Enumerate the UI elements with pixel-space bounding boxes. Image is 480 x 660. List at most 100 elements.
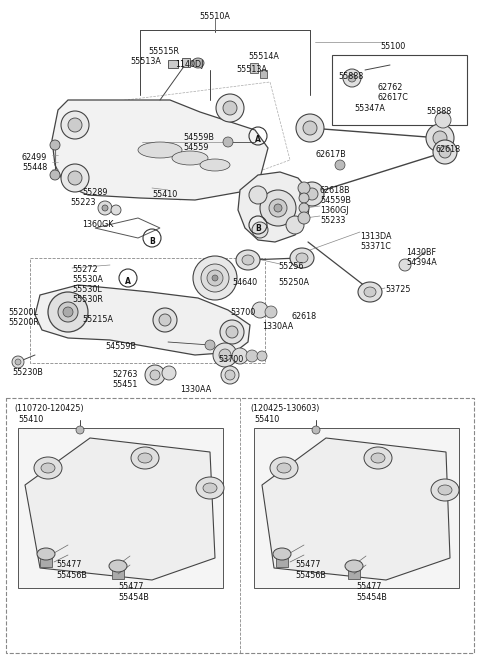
Polygon shape	[262, 438, 450, 580]
Text: 55289: 55289	[82, 188, 108, 197]
Ellipse shape	[343, 69, 361, 87]
Bar	[40, 557, 52, 567]
Text: 55530R: 55530R	[72, 295, 103, 304]
Text: 1140DJ: 1140DJ	[175, 60, 204, 69]
Ellipse shape	[296, 253, 308, 263]
Ellipse shape	[265, 306, 277, 318]
Text: 54559: 54559	[183, 143, 208, 152]
Ellipse shape	[200, 159, 230, 171]
Ellipse shape	[109, 560, 127, 572]
Text: 55530L: 55530L	[72, 285, 102, 294]
Ellipse shape	[246, 350, 258, 362]
Ellipse shape	[37, 548, 55, 560]
Ellipse shape	[364, 287, 376, 297]
Text: 55477: 55477	[356, 582, 382, 591]
Bar	[250, 63, 258, 73]
Ellipse shape	[399, 259, 411, 271]
Ellipse shape	[150, 370, 160, 380]
Text: 54559B: 54559B	[183, 133, 214, 142]
Ellipse shape	[300, 182, 324, 206]
Text: 55448: 55448	[22, 163, 47, 172]
Text: 55477: 55477	[118, 582, 144, 591]
Text: 55513A: 55513A	[130, 57, 161, 66]
Ellipse shape	[102, 205, 108, 211]
Text: 55888: 55888	[426, 107, 451, 116]
Ellipse shape	[426, 124, 454, 152]
Text: 62617B: 62617B	[316, 150, 347, 159]
Text: B: B	[149, 237, 155, 246]
Text: 62618B: 62618B	[320, 186, 350, 195]
Ellipse shape	[111, 205, 121, 215]
Ellipse shape	[225, 370, 235, 380]
Text: 53725: 53725	[385, 285, 410, 294]
Ellipse shape	[433, 140, 457, 164]
Bar	[168, 60, 178, 68]
Text: (110720-120425): (110720-120425)	[14, 404, 84, 413]
Text: 55250A: 55250A	[278, 278, 309, 287]
Text: 55510A: 55510A	[200, 12, 230, 21]
Ellipse shape	[138, 453, 152, 463]
Ellipse shape	[220, 320, 244, 344]
Text: 55477: 55477	[295, 560, 321, 569]
Ellipse shape	[242, 255, 254, 265]
Ellipse shape	[364, 447, 392, 469]
Bar	[254, 428, 459, 588]
Text: 55454B: 55454B	[118, 593, 149, 602]
Ellipse shape	[296, 114, 324, 142]
Bar	[30, 258, 265, 363]
Ellipse shape	[58, 302, 78, 322]
Bar	[112, 569, 124, 579]
Ellipse shape	[207, 270, 223, 286]
Text: 1360GJ: 1360GJ	[320, 206, 348, 215]
Ellipse shape	[131, 447, 159, 469]
Bar	[182, 58, 190, 67]
Text: 1313DA: 1313DA	[360, 232, 392, 241]
Text: 55454B: 55454B	[356, 593, 387, 602]
Ellipse shape	[290, 248, 314, 268]
Bar	[332, 55, 467, 125]
Text: 55456B: 55456B	[56, 571, 87, 580]
Text: 53700: 53700	[230, 308, 255, 317]
Ellipse shape	[348, 74, 356, 82]
Text: 55100: 55100	[380, 42, 405, 51]
Ellipse shape	[138, 142, 182, 158]
Ellipse shape	[232, 348, 248, 364]
Ellipse shape	[298, 182, 310, 194]
Text: 55223: 55223	[70, 198, 96, 207]
Ellipse shape	[68, 171, 82, 185]
Bar	[260, 70, 267, 78]
Ellipse shape	[41, 463, 55, 473]
Text: 54394A: 54394A	[406, 258, 437, 267]
Text: A: A	[255, 135, 261, 144]
Text: 54559B: 54559B	[105, 342, 136, 351]
Ellipse shape	[213, 343, 237, 367]
Ellipse shape	[273, 548, 291, 560]
Ellipse shape	[223, 137, 233, 147]
Ellipse shape	[172, 151, 208, 165]
Text: 1360GK: 1360GK	[82, 220, 113, 229]
Text: (120425-130603): (120425-130603)	[250, 404, 319, 413]
Text: 55347A: 55347A	[354, 104, 385, 113]
Bar	[6, 398, 474, 653]
Ellipse shape	[212, 275, 218, 281]
Text: 55256: 55256	[278, 262, 303, 271]
Text: 55515R: 55515R	[148, 47, 179, 56]
Ellipse shape	[221, 366, 239, 384]
Ellipse shape	[312, 426, 320, 434]
Bar	[18, 428, 223, 588]
Text: 62499: 62499	[22, 153, 48, 162]
Ellipse shape	[203, 483, 217, 493]
Text: 54559B: 54559B	[320, 196, 351, 205]
Polygon shape	[238, 172, 310, 242]
Text: 55888: 55888	[338, 72, 363, 81]
Ellipse shape	[260, 190, 296, 226]
Ellipse shape	[358, 282, 382, 302]
Text: 55233: 55233	[320, 216, 346, 225]
Ellipse shape	[61, 111, 89, 139]
Bar	[348, 569, 360, 579]
Text: 55514A: 55514A	[248, 52, 279, 61]
Ellipse shape	[439, 146, 451, 158]
Ellipse shape	[162, 366, 176, 380]
Text: 62617C: 62617C	[378, 93, 409, 102]
Ellipse shape	[61, 164, 89, 192]
